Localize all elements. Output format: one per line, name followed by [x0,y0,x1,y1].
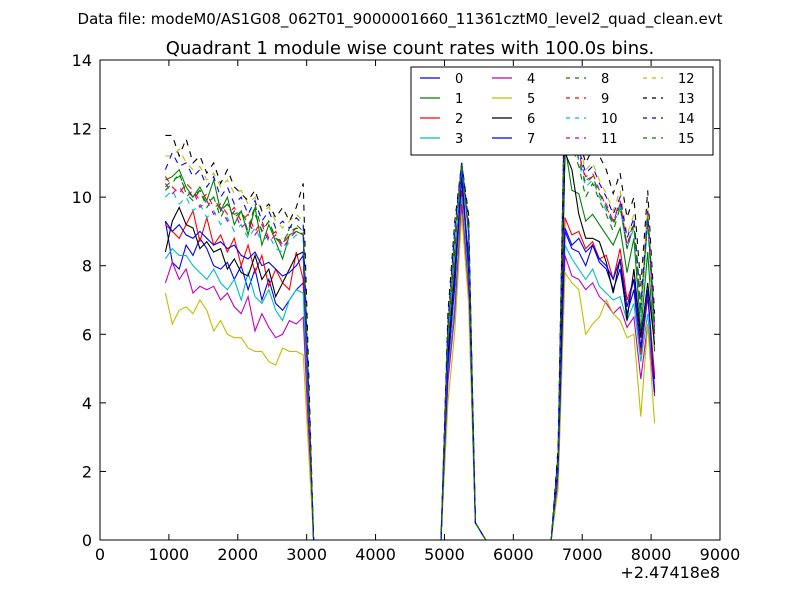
legend-label-12: 12 [678,72,695,87]
legend-label-0: 0 [455,72,463,87]
series-line-1 [165,145,656,541]
series-line-3 [164,197,656,541]
x-tick-label: 0 [95,545,105,564]
y-tick-label: 10 [72,188,92,207]
legend-label-14: 14 [678,112,695,127]
series-line-6 [164,152,656,541]
series-line-12 [165,83,656,541]
legend-box [410,66,714,156]
series-line-10 [165,77,656,541]
series-line-15 [165,100,656,541]
x-tick-label: 9000 [700,545,741,564]
legend-label-13: 13 [678,92,695,107]
series-line-5 [164,214,656,541]
x-tick-label: 3000 [286,545,327,564]
chart-title: Quadrant 1 module wise count rates with … [166,38,655,59]
y-tick-label: 8 [82,257,92,276]
y-tick-label: 0 [82,531,92,550]
y-tick-label: 2 [82,462,92,481]
legend-label-11: 11 [601,132,618,147]
x-tick-label: 8000 [631,545,672,564]
legend-label-5: 5 [527,92,535,107]
series-line-7 [164,173,656,541]
x-tick-label: 7000 [562,545,603,564]
legend-label-10: 10 [601,112,618,127]
legend-label-4: 4 [527,72,535,87]
legend-label-6: 6 [527,112,535,127]
x-tick-label: 1000 [149,545,190,564]
x-offset-label: +2.47418e8 [620,563,720,582]
y-tick-label: 14 [72,51,92,70]
series-line-8 [165,128,656,541]
plot-frame [99,59,721,541]
y-tick-label: 6 [82,325,92,344]
legend-label-1: 1 [455,92,463,107]
data-file-header: Data file: modeM0/AS1G08_062T01_90000016… [78,10,723,29]
x-tick-label: 4000 [355,545,396,564]
x-tick-label: 5000 [424,545,465,564]
x-tick-label: 6000 [493,545,534,564]
y-tick-label: 12 [72,120,92,139]
legend-label-2: 2 [455,112,463,127]
y-tick-label: 4 [82,394,92,413]
legend-label-8: 8 [601,72,609,87]
legend-label-7: 7 [527,132,535,147]
axis-ticks: 0 1000 2000 3000 4000 5000 6000 7000 8000 9000 0 2 4… [72,51,741,564]
series-line-0 [164,169,656,541]
legend-label-3: 3 [455,132,463,147]
legend-label-9: 9 [601,92,609,107]
x-tick-label: 2000 [217,545,258,564]
legend-label-15: 15 [678,132,695,147]
